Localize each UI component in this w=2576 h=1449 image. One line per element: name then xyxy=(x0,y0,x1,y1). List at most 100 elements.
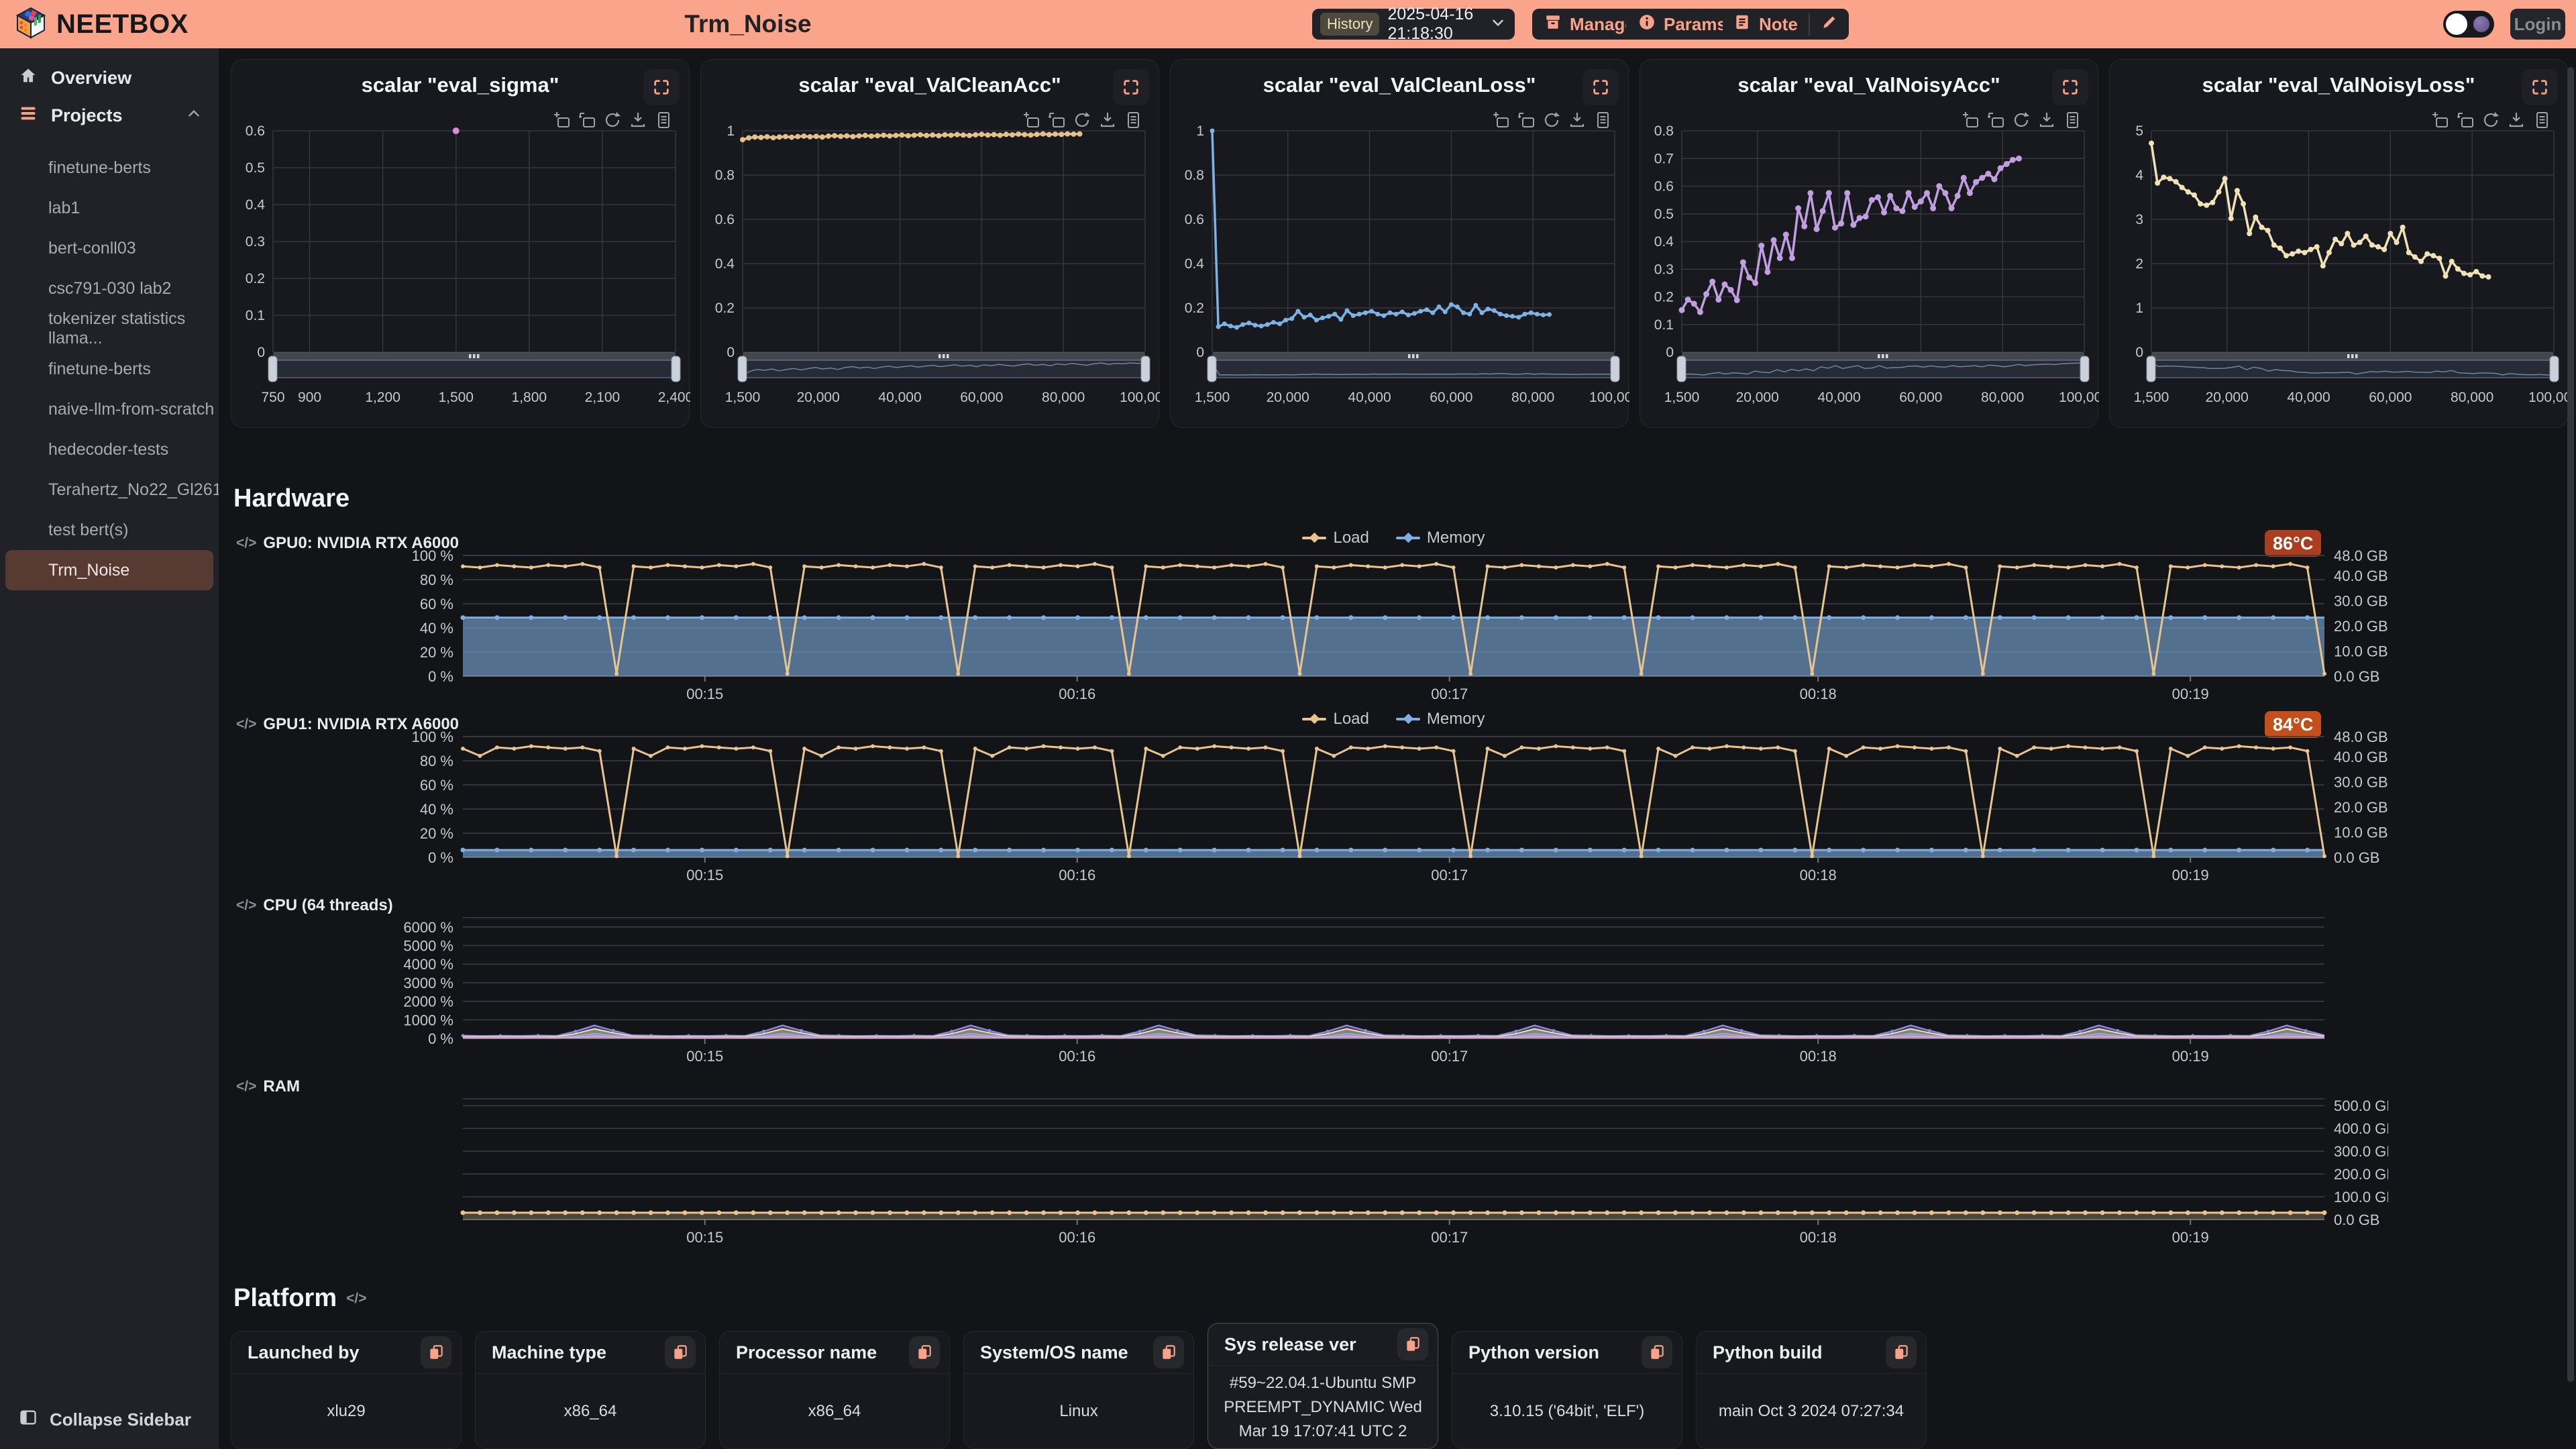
chart-eval_ValCleanAcc[interactable]: 0 0.2 0.4 0.6 0.8 1 1,500 20,000 40,000 60,000 80,… xyxy=(701,124,1160,419)
zoom-select-icon[interactable] xyxy=(1491,111,1510,129)
fullscreen-button[interactable] xyxy=(1113,69,1149,105)
chart-title: scalar "eval_ValCleanLoss" xyxy=(1263,73,1536,97)
sidebar-item-projects[interactable]: Projects xyxy=(0,97,219,134)
zoom-select-icon[interactable] xyxy=(2430,111,2449,129)
pencil-icon xyxy=(1821,13,1838,36)
zoom-reset-icon[interactable] xyxy=(2456,111,2475,129)
fullscreen-button[interactable] xyxy=(2522,69,2558,105)
zoom-reset-icon[interactable] xyxy=(578,111,596,129)
sidebar-project-item[interactable]: tokenizer statistics llama... xyxy=(48,309,186,347)
refresh-icon[interactable] xyxy=(603,111,622,129)
sidebar-project-item[interactable]: test bert(s) xyxy=(48,520,129,539)
svg-text:0.0 GB: 0.0 GB xyxy=(2334,1212,2379,1228)
svg-text:0.4: 0.4 xyxy=(246,197,266,213)
overview-label: Overview xyxy=(51,67,132,88)
refresh-icon[interactable] xyxy=(2481,111,2500,129)
svg-text:0.0 GB: 0.0 GB xyxy=(2334,849,2379,866)
download-icon[interactable] xyxy=(629,111,647,129)
svg-text:0.0 GB: 0.0 GB xyxy=(2334,668,2379,685)
legend-item-load[interactable]: Load xyxy=(1302,529,1369,547)
fullscreen-button[interactable] xyxy=(643,69,680,105)
sidebar-project-item[interactable]: bert-conll03 xyxy=(48,238,136,258)
download-icon[interactable] xyxy=(1098,111,1117,129)
copy-button[interactable] xyxy=(1642,1336,1672,1368)
fullscreen-icon xyxy=(1124,80,1138,95)
platform-card-label: Launched by xyxy=(248,1342,360,1362)
copy-button[interactable] xyxy=(421,1336,451,1368)
svg-text:3000 %: 3000 % xyxy=(403,975,453,991)
zoom-reset-icon[interactable] xyxy=(1047,111,1066,129)
platform-card-value: x86_64 xyxy=(564,1402,617,1420)
chart-eval_ValNoisyLoss[interactable]: 0 1 2 3 4 5 1,500 20,000 40,000 60,000 80,000 100,0… xyxy=(2110,124,2569,419)
sidebar-project-item[interactable]: naive-llm-from-scratch xyxy=(48,399,215,419)
svg-text:0: 0 xyxy=(2135,345,2143,360)
chart-gpu1[interactable]: 0 % 20 % 40 % 60 % 80 % 100 % 0.0 GB 10.0 GB 20.… xyxy=(232,711,2388,892)
legend-item-load[interactable]: Load xyxy=(1302,710,1369,729)
data-view-icon[interactable] xyxy=(2063,111,2082,129)
download-icon[interactable] xyxy=(2507,111,2526,129)
sidebar-project-item[interactable]: hedecoder-tests xyxy=(48,439,169,459)
sidebar-project-item[interactable]: finetune-berts xyxy=(48,158,151,177)
data-view-icon[interactable] xyxy=(1124,111,1142,129)
svg-text:00:17: 00:17 xyxy=(1431,1229,1468,1246)
svg-text:0.4: 0.4 xyxy=(715,256,735,272)
login-button[interactable]: Login xyxy=(2510,9,2565,40)
download-icon[interactable] xyxy=(1568,111,1587,129)
copy-button[interactable] xyxy=(1397,1328,1428,1360)
refresh-icon[interactable] xyxy=(2012,111,2031,129)
collapse-sidebar-button[interactable]: Collapse Sidebar xyxy=(19,1408,191,1432)
download-icon[interactable] xyxy=(2037,111,2056,129)
home-icon xyxy=(19,66,38,90)
zoom-select-icon[interactable] xyxy=(1022,111,1040,129)
svg-text:00:19: 00:19 xyxy=(2172,867,2209,883)
copy-button[interactable] xyxy=(1153,1336,1184,1368)
svg-text:6000 %: 6000 % xyxy=(403,919,453,936)
svg-text:80,000: 80,000 xyxy=(1511,390,1554,405)
edit-note-button[interactable] xyxy=(1810,9,1849,40)
chart-gpu0[interactable]: 0 % 20 % 40 % 60 % 80 % 100 % 0.0 GB 10.0 GB 20.… xyxy=(232,530,2388,711)
refresh-icon[interactable] xyxy=(1073,111,1091,129)
gpu-temp-badge: 86°C xyxy=(2265,530,2322,557)
svg-text:00:19: 00:19 xyxy=(2172,1048,2209,1065)
zoom-reset-icon[interactable] xyxy=(1986,111,2005,129)
chart-eval_sigma[interactable]: 0 0.1 0.2 0.3 0.4 0.5 0.6 750 900 1,200 1,500 1,800… xyxy=(231,124,690,419)
data-view-icon[interactable] xyxy=(1593,111,1612,129)
note-button[interactable]: Note xyxy=(1723,9,1809,40)
theme-toggle[interactable] xyxy=(2443,11,2494,38)
legend-item-memory[interactable]: Memory xyxy=(1395,710,1485,729)
svg-text:0.6: 0.6 xyxy=(1185,212,1204,227)
page-scrollbar[interactable] xyxy=(2567,67,2574,1382)
sidebar-project-item[interactable]: lab1 xyxy=(48,198,80,217)
copy-button[interactable] xyxy=(1886,1336,1917,1368)
legend-item-memory[interactable]: Memory xyxy=(1395,529,1485,547)
svg-text:400.0 GB: 400.0 GB xyxy=(2334,1120,2388,1137)
chart-cpu[interactable]: 0 % 1000 % 2000 % 3000 % 4000 %5000 % 6000 % 0… xyxy=(232,892,2388,1073)
data-view-icon[interactable] xyxy=(654,111,673,129)
history-dropdown[interactable]: History 2025-04-16 21:18:30 xyxy=(1312,5,1515,43)
chart-eval_ValCleanLoss[interactable]: 0 0.2 0.4 0.6 0.8 1 1,500 20,000 40,000 60,000 80,… xyxy=(1171,124,1629,419)
refresh-icon[interactable] xyxy=(1542,111,1561,129)
zoom-select-icon[interactable] xyxy=(1961,111,1980,129)
svg-text:100 %: 100 % xyxy=(412,547,453,564)
copy-button[interactable] xyxy=(665,1336,696,1368)
chart-eval_ValNoisyAcc[interactable]: 0 0.1 0.2 0.3 0.4 0.5 0.6 0.7 0.8 1,500 20,000 40,0… xyxy=(1640,124,2099,419)
history-value: 2025-04-16 21:18:30 xyxy=(1387,5,1474,43)
sidebar-project-item[interactable]: Terahertz_No22_Gl261_gl... xyxy=(48,480,258,499)
brand[interactable]: NEETBOX xyxy=(15,0,189,48)
svg-text:60,000: 60,000 xyxy=(1899,390,1942,405)
sidebar-item-overview[interactable]: Overview xyxy=(0,59,219,97)
params-button[interactable]: Params xyxy=(1626,9,1739,40)
copy-button[interactable] xyxy=(909,1336,940,1368)
svg-text:100 %: 100 % xyxy=(412,729,453,745)
svg-text:20 %: 20 % xyxy=(420,644,453,661)
data-view-icon[interactable] xyxy=(2532,111,2551,129)
sidebar-project-item[interactable]: csc791-030 lab2 xyxy=(48,278,172,298)
sidebar-project-item[interactable]: Trm_Noise xyxy=(5,550,213,590)
fullscreen-button[interactable] xyxy=(2052,69,2088,105)
zoom-reset-icon[interactable] xyxy=(1517,111,1536,129)
chart-ram[interactable]: 0.0 GB 100.0 GB 200.0 GB 300.0 GB 400.0 GB 50… xyxy=(232,1073,2388,1254)
zoom-select-icon[interactable] xyxy=(552,111,571,129)
sidebar-project-item[interactable]: finetune-berts xyxy=(48,359,151,378)
fullscreen-button[interactable] xyxy=(1582,69,1619,105)
svg-text:00:15: 00:15 xyxy=(686,686,723,702)
